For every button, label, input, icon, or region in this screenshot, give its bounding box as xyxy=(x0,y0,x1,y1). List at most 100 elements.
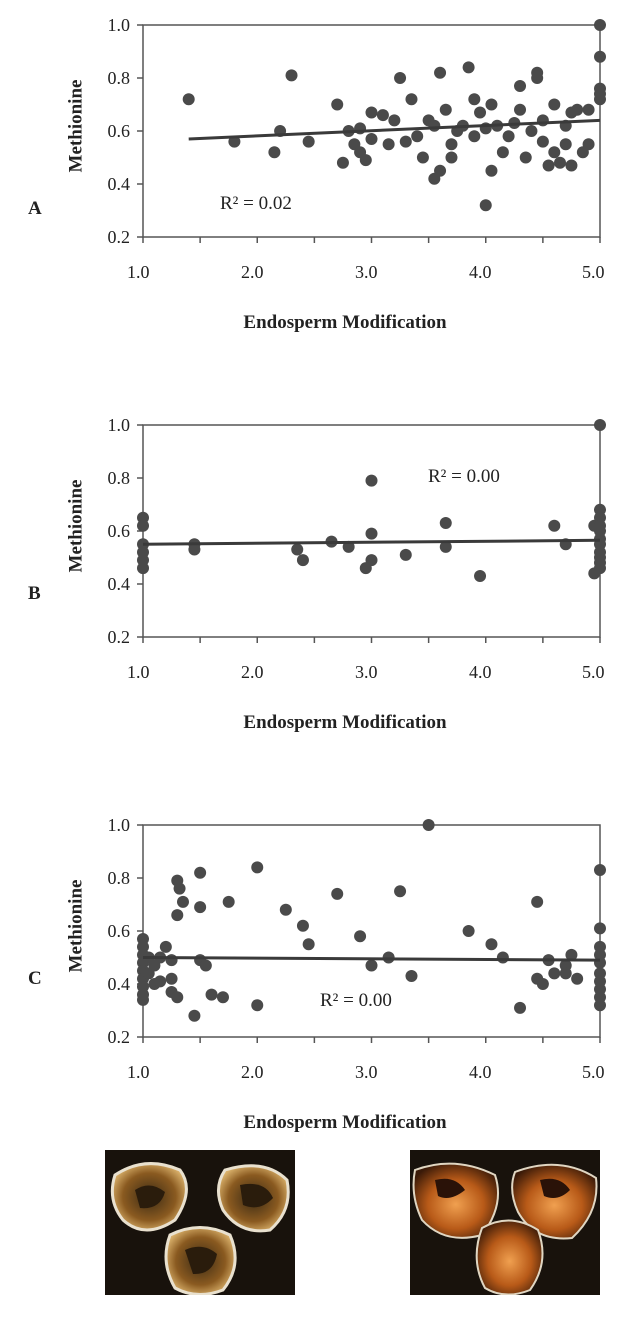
data-point xyxy=(291,543,304,556)
data-point xyxy=(514,103,527,116)
data-point xyxy=(445,138,458,151)
data-point xyxy=(382,138,395,151)
data-point xyxy=(216,991,229,1004)
r-squared-label: R² = 0.00 xyxy=(320,990,392,1011)
data-point xyxy=(594,562,606,575)
data-point xyxy=(188,1009,201,1022)
trend-line xyxy=(142,538,601,546)
data-point xyxy=(542,159,555,172)
data-point xyxy=(365,106,378,119)
data-point xyxy=(399,548,412,561)
data-point xyxy=(428,119,441,132)
x-tick-label: 1.0 xyxy=(127,262,150,282)
data-point xyxy=(485,938,498,951)
data-point xyxy=(331,98,344,111)
data-point xyxy=(388,114,401,127)
data-point xyxy=(582,103,595,116)
data-point xyxy=(485,164,498,177)
data-point xyxy=(159,940,172,953)
data-point xyxy=(302,135,315,148)
scatter-plot-c xyxy=(137,819,606,1043)
data-point xyxy=(422,819,435,831)
x-tick-label: 5.0 xyxy=(582,1062,605,1082)
x-tick-label: 5.0 xyxy=(582,262,605,282)
x-tick-label: 3.0 xyxy=(355,1062,378,1082)
x-tick-label: 4.0 xyxy=(469,662,492,682)
data-point xyxy=(468,93,481,106)
y-tick-label: 0.2 xyxy=(107,227,131,247)
data-point xyxy=(468,130,481,143)
data-point xyxy=(165,954,178,967)
data-point xyxy=(331,887,344,900)
data-point xyxy=(199,959,212,972)
data-point xyxy=(536,978,549,990)
y-tick-label: 0.8 xyxy=(107,868,131,888)
x-tick-label: 4.0 xyxy=(469,1062,492,1082)
data-point xyxy=(296,919,309,932)
y-tick-label: 0.2 xyxy=(107,627,131,647)
data-point xyxy=(336,156,349,169)
data-point xyxy=(474,106,487,119)
data-point xyxy=(405,970,418,983)
data-point xyxy=(462,925,475,937)
data-point xyxy=(594,19,606,31)
panel-b: B Methionine Endosperm Modification R² =… xyxy=(0,400,620,740)
data-point xyxy=(279,903,292,916)
data-point xyxy=(251,999,264,1012)
data-point xyxy=(376,109,389,122)
data-point xyxy=(285,69,298,82)
data-point xyxy=(582,138,595,151)
data-point xyxy=(222,895,235,908)
data-point xyxy=(173,882,186,895)
data-point xyxy=(154,975,167,988)
data-point xyxy=(365,527,378,540)
data-point xyxy=(228,135,241,148)
scatter-plot-a xyxy=(137,19,606,243)
data-point xyxy=(205,988,218,1001)
data-point xyxy=(514,1001,527,1014)
x-tick-label: 2.0 xyxy=(241,262,264,282)
x-axis-title: Endosperm Modification xyxy=(243,712,447,733)
data-point xyxy=(445,151,458,164)
x-tick-label: 1.0 xyxy=(127,662,150,682)
y-tick-label: 1.0 xyxy=(107,415,131,435)
x-tick-label: 2.0 xyxy=(241,1062,264,1082)
data-point xyxy=(571,103,584,116)
data-point xyxy=(594,82,606,95)
data-point xyxy=(251,861,264,874)
x-tick-label: 4.0 xyxy=(469,262,492,282)
x-tick-label: 1.0 xyxy=(127,1062,150,1082)
data-point xyxy=(365,474,378,487)
data-point xyxy=(594,93,606,106)
kernel-photos xyxy=(0,1150,620,1320)
data-point xyxy=(434,164,447,177)
panel-label: A xyxy=(28,198,42,219)
data-point xyxy=(394,72,407,84)
data-point xyxy=(548,519,561,532)
data-point xyxy=(496,146,509,159)
data-point xyxy=(405,93,418,106)
data-point xyxy=(365,554,378,567)
data-point xyxy=(565,159,578,172)
trend-line xyxy=(142,956,601,962)
data-point xyxy=(411,130,424,143)
data-point xyxy=(268,146,281,159)
x-axis-title: Endosperm Modification xyxy=(243,312,447,333)
data-point xyxy=(365,132,378,145)
y-tick-label: 0.8 xyxy=(107,468,131,488)
r-squared-label: R² = 0.02 xyxy=(220,193,292,214)
data-point xyxy=(554,156,567,169)
y-tick-label: 0.4 xyxy=(107,174,131,194)
y-tick-label: 1.0 xyxy=(107,815,131,835)
data-point xyxy=(594,922,606,935)
data-point xyxy=(531,895,544,908)
data-point xyxy=(548,146,561,159)
y-tick-label: 0.4 xyxy=(107,974,131,994)
scatter-plot-b xyxy=(137,419,606,643)
data-point xyxy=(188,543,201,556)
data-point xyxy=(559,967,572,980)
data-point xyxy=(416,151,429,164)
data-point xyxy=(137,519,149,532)
data-point xyxy=(462,61,475,74)
data-point xyxy=(439,540,452,553)
